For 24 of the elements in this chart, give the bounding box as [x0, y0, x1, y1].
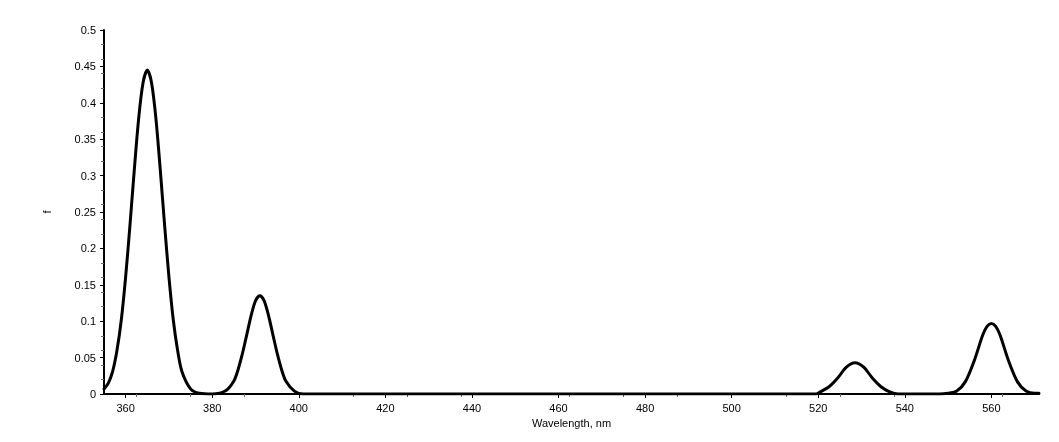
x-tick-label: 460: [549, 401, 568, 414]
x-tick-label: 500: [722, 401, 741, 414]
y-tick-label: 0.5: [80, 24, 96, 36]
y-tick-label: 0.3: [80, 169, 96, 182]
x-axis-title: Wavelength, nm: [531, 417, 612, 430]
x-tick-label: 440: [462, 401, 482, 414]
y-tick-label: 0.4: [80, 96, 96, 109]
x-tick-label: 520: [809, 401, 828, 414]
x-tick-label: 540: [895, 401, 914, 414]
y-tick-label: 0.45: [74, 60, 96, 73]
y-tick-label: 0.05: [74, 351, 96, 364]
x-tick-label: 420: [376, 401, 395, 414]
y-tick-label: 0.2: [80, 242, 96, 255]
x-tick-label: 560: [982, 401, 1001, 414]
x-tick-label: 480: [635, 401, 655, 414]
y-tick-label: 0.25: [74, 206, 96, 218]
y-tick-label: 0.35: [74, 133, 96, 146]
x-tick-label: 400: [289, 401, 308, 414]
y-axis-title: f: [40, 209, 53, 214]
x-tick-label: 380: [203, 401, 222, 414]
y-tick-label: 0.15: [74, 278, 96, 291]
y-tick-label: 0.1: [80, 315, 96, 328]
y-tick-label: 0: [89, 388, 96, 400]
x-tick-label: 360: [116, 401, 135, 414]
